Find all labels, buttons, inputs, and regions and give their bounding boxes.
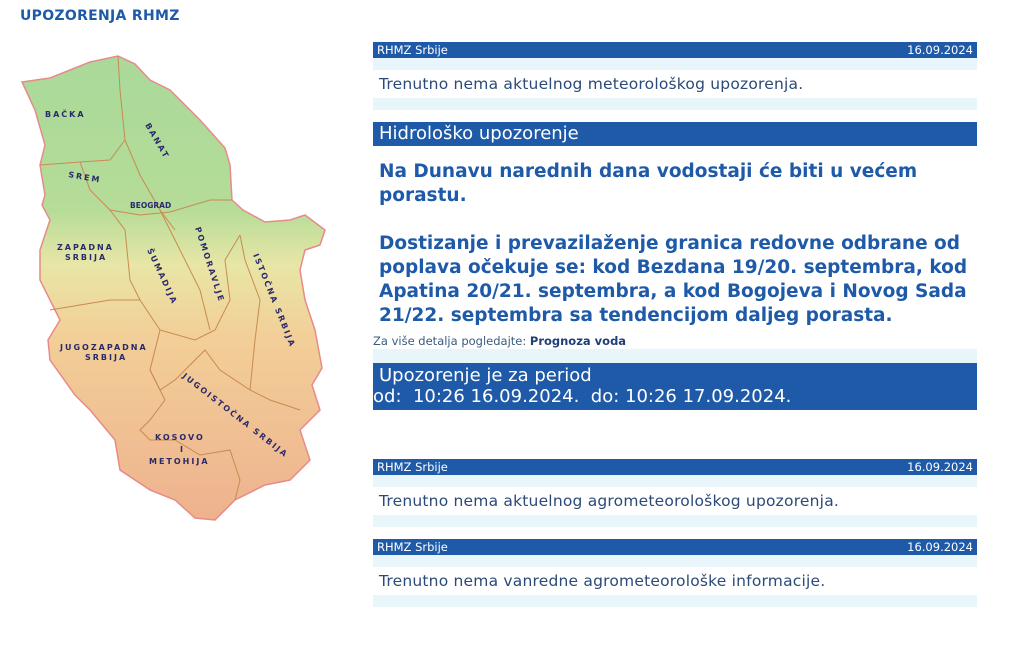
more-details: Za više detalja pogledajte: Prognoza vod… <box>373 334 977 349</box>
agro-info-date: 16.09.2024 <box>907 540 973 554</box>
region-borders <box>39 55 301 501</box>
agro-source: RHMZ Srbije <box>377 460 448 474</box>
agro-date: 16.09.2024 <box>907 460 973 474</box>
period-line-2: od: 10:26 16.09.2024. do: 10:26 17.09.20… <box>373 386 792 407</box>
map-outline <box>20 55 326 521</box>
meteo-message: Trenutno nema aktuelnog meteorološkog up… <box>379 75 804 93</box>
agro-message: Trenutno nema aktuelnog agrometeorološko… <box>379 492 840 510</box>
agro-info-source: RHMZ Srbije <box>377 540 448 554</box>
warning-period: Upozorenje je za period od: 10:26 16.09.… <box>373 363 977 410</box>
meteo-source: RHMZ Srbije <box>377 43 448 57</box>
prognoza-voda-link[interactable]: Prognoza voda <box>529 334 627 348</box>
hydro-title: Hidrološko upozorenje <box>373 122 977 146</box>
region-label-jugozapadna-srbija: SRBIJA <box>85 353 127 362</box>
meteo-warning-panel: RHMZ Srbije 16.09.2024 Trenutno nema aktu… <box>373 42 977 110</box>
agro-info-message: Trenutno nema vanredne agrometeorološke … <box>379 572 826 590</box>
region-label-jugozapadna: JUGOZAPADNA <box>59 343 148 352</box>
page-title: UPOZORENJA RHMZ <box>20 8 180 24</box>
region-label-beograd: BEOGRAD <box>130 201 171 210</box>
period-line-1: Upozorenje je za period <box>379 365 592 386</box>
hydro-text-1: Na Dunavu narednih dana vodostaji će bit… <box>379 161 918 206</box>
hydro-text-2: Dostizanje i prevazilaženje granica redo… <box>379 233 968 326</box>
meteo-date: 16.09.2024 <box>907 43 973 57</box>
serbia-regions-map[interactable]: BAČKA BANAT SREM BEOGRAD ZAPADNA SRBIJA … <box>0 40 340 540</box>
region-label-i: I <box>180 445 185 454</box>
region-label-metohija: METOHIJA <box>149 457 210 466</box>
agro-warning-panel: RHMZ Srbije 16.09.2024 Trenutno nema aktu… <box>373 459 977 527</box>
region-label-zapadna-srbija: SRBIJA <box>65 253 107 262</box>
agro-info-panel: RHMZ Srbije 16.09.2024 Trenutno nema vanr… <box>373 539 977 607</box>
more-details-label: Za više detalja pogledajte: <box>373 334 527 348</box>
region-label-zapadna: ZAPADNA <box>57 243 114 252</box>
region-label-backa: BAČKA <box>45 108 86 119</box>
hydro-warning-panel: Hidrološko upozorenje Na Dunavu narednih… <box>373 122 977 410</box>
region-label-kosovo: KOSOVO <box>155 433 205 442</box>
